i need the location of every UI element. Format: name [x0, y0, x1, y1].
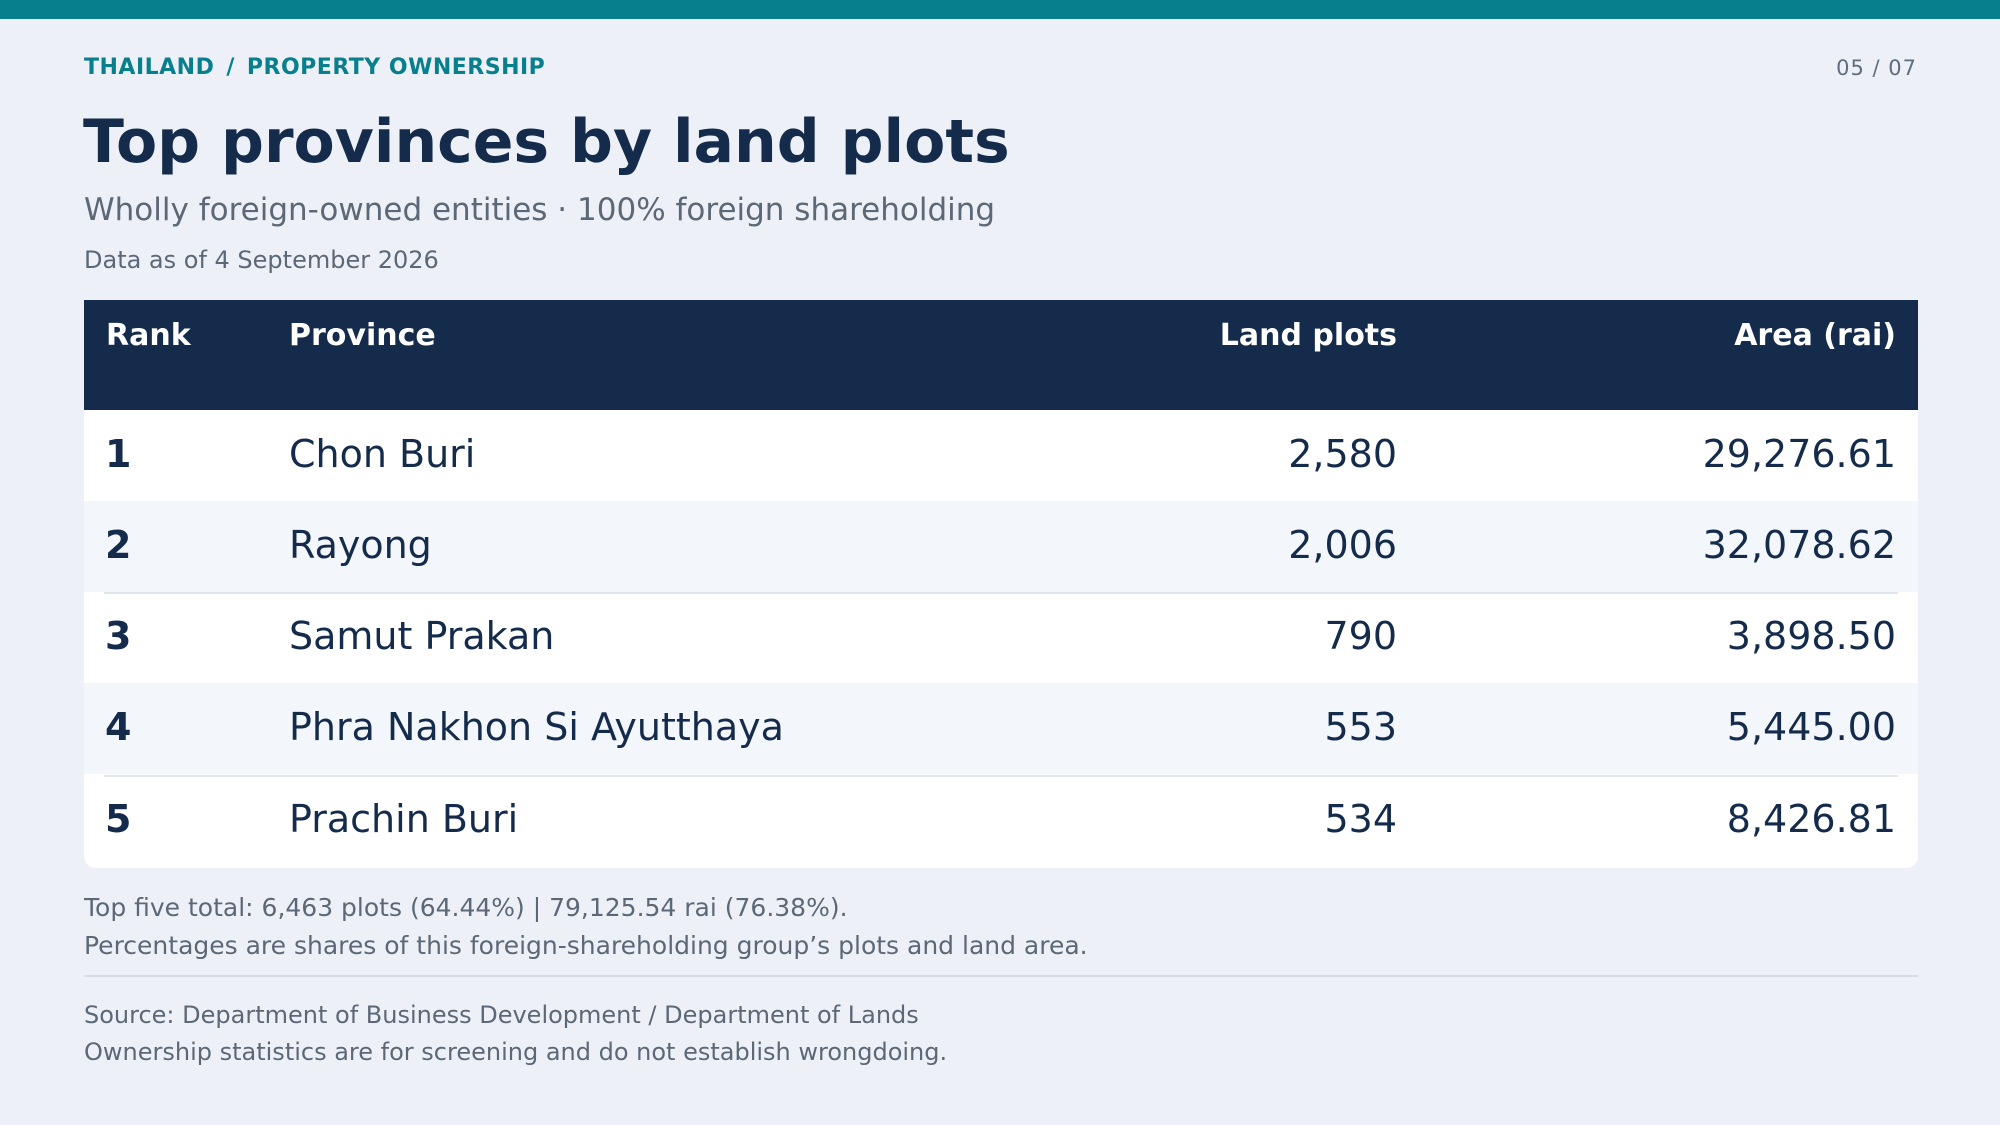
rank-cell: 3 [105, 614, 132, 658]
page-counter: 05 / 07 [1836, 56, 1917, 80]
area-cell: 5,445.00 [1726, 705, 1896, 749]
rank-cell: 1 [105, 432, 132, 476]
row-divider [104, 592, 1898, 594]
land-plots-cell: 790 [1324, 614, 1397, 658]
province-cell: Samut Prakan [289, 614, 555, 658]
page-title: Top provinces by land plots [83, 107, 1010, 177]
column-header-land-plots: Land plots [1219, 318, 1397, 353]
top-accent-bar [0, 0, 2000, 19]
land-plots-cell: 2,580 [1288, 432, 1397, 476]
provinces-table: Rank Province Land plots Area (rai) 1 Ch… [84, 300, 1918, 868]
province-cell: Phra Nakhon Si Ayutthaya [289, 705, 784, 749]
data-date: Data as of 4 September 2026 [84, 246, 439, 274]
area-cell: 3,898.50 [1726, 614, 1896, 658]
totals-note: Top five total: 6,463 plots (64.44%) | 7… [84, 893, 848, 922]
breadcrumb-item-topic[interactable]: PROPERTY OWNERSHIP [246, 55, 546, 80]
area-cell: 29,276.61 [1702, 432, 1896, 476]
land-plots-cell: 534 [1324, 797, 1397, 841]
province-cell: Chon Buri [289, 432, 476, 476]
column-header-area: Area (rai) [1734, 318, 1896, 353]
rank-cell: 2 [105, 523, 132, 567]
percentage-note: Percentages are shares of this foreign-s… [84, 931, 1088, 960]
table-row: 3 Samut Prakan 790 3,898.50 [84, 592, 1918, 683]
breadcrumb-separator: / [226, 55, 235, 80]
column-header-rank: Rank [106, 318, 191, 353]
land-plots-cell: 553 [1324, 705, 1397, 749]
page-subtitle: Wholly foreign-owned entities · 100% for… [84, 192, 996, 228]
land-plots-cell: 2,006 [1288, 523, 1397, 567]
table-header: Rank Province Land plots Area (rai) [84, 300, 1918, 410]
table-row: 2 Rayong 2,006 32,078.62 [84, 501, 1918, 592]
table-row: 5 Prachin Buri 534 8,426.81 [84, 775, 1918, 866]
table-row: 4 Phra Nakhon Si Ayutthaya 553 5,445.00 [84, 683, 1918, 774]
breadcrumb-item-country[interactable]: THAILAND [84, 55, 215, 80]
area-cell: 32,078.62 [1702, 523, 1896, 567]
column-header-province: Province [289, 318, 436, 353]
table-row: 1 Chon Buri 2,580 29,276.61 [84, 410, 1918, 501]
breadcrumb: THAILAND / PROPERTY OWNERSHIP [84, 55, 545, 80]
source-note: Source: Department of Business Developme… [84, 1001, 919, 1029]
disclaimer-note: Ownership statistics are for screening a… [84, 1038, 948, 1066]
rank-cell: 5 [105, 797, 132, 841]
footer-divider [84, 975, 1918, 977]
row-divider [104, 775, 1898, 777]
province-cell: Rayong [289, 523, 432, 567]
province-cell: Prachin Buri [289, 797, 519, 841]
area-cell: 8,426.81 [1726, 797, 1896, 841]
rank-cell: 4 [105, 705, 132, 749]
